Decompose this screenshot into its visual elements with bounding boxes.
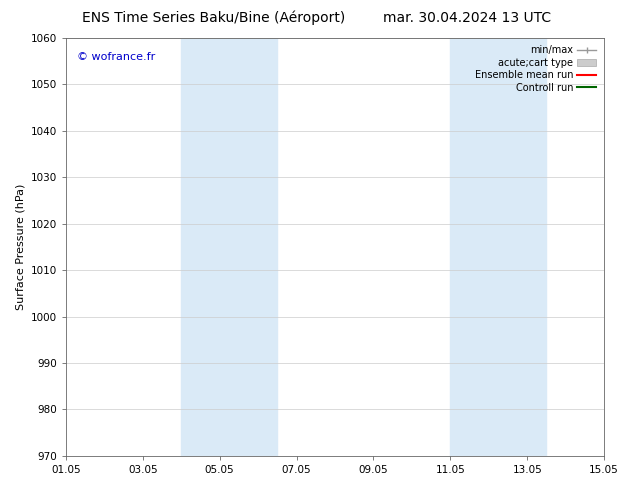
- Text: mar. 30.04.2024 13 UTC: mar. 30.04.2024 13 UTC: [384, 11, 552, 25]
- Text: © wofrance.fr: © wofrance.fr: [77, 52, 155, 62]
- Bar: [181, 38, 277, 456]
- Y-axis label: Surface Pressure (hPa): Surface Pressure (hPa): [15, 184, 25, 310]
- Legend: min/max, acute;cart type, Ensemble mean run, Controll run: min/max, acute;cart type, Ensemble mean …: [472, 43, 599, 96]
- Text: ENS Time Series Baku/Bine (Aéroport): ENS Time Series Baku/Bine (Aéroport): [82, 11, 346, 25]
- Bar: [450, 38, 547, 456]
